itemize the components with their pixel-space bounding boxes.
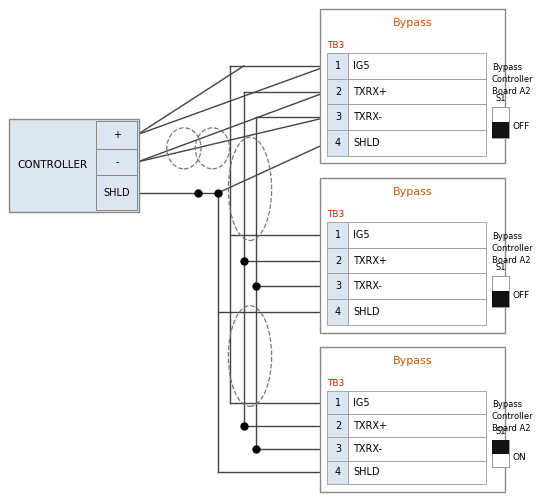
Text: 1: 1 xyxy=(335,398,341,408)
Bar xyxy=(328,299,348,325)
Text: 2: 2 xyxy=(335,255,341,265)
Text: TB3: TB3 xyxy=(328,210,345,219)
Text: SHLD: SHLD xyxy=(103,188,130,198)
Bar xyxy=(328,130,348,156)
Bar xyxy=(348,79,486,104)
Text: TXRX-: TXRX- xyxy=(353,281,382,291)
Text: 3: 3 xyxy=(335,444,341,454)
Bar xyxy=(328,53,348,79)
Text: 2: 2 xyxy=(335,421,341,431)
Bar xyxy=(96,175,137,210)
Bar xyxy=(348,104,486,130)
Text: ON: ON xyxy=(513,453,527,462)
Text: TB3: TB3 xyxy=(328,379,345,388)
Text: IG5: IG5 xyxy=(353,398,370,408)
Text: CONTROLLER: CONTROLLER xyxy=(18,161,88,170)
Bar xyxy=(320,347,505,492)
Bar xyxy=(328,414,348,437)
Bar xyxy=(492,276,509,307)
Text: TXRX+: TXRX+ xyxy=(353,421,387,431)
Bar xyxy=(328,461,348,484)
Bar xyxy=(492,291,509,307)
Bar xyxy=(320,9,505,164)
Text: IG5: IG5 xyxy=(353,61,370,71)
Text: S1: S1 xyxy=(495,263,506,272)
Bar xyxy=(9,119,139,212)
Bar xyxy=(96,121,137,149)
Text: 1: 1 xyxy=(335,230,341,240)
Bar xyxy=(348,130,486,156)
Bar xyxy=(328,273,348,299)
Bar xyxy=(320,178,505,332)
Bar xyxy=(348,414,486,437)
Bar xyxy=(328,79,348,104)
Bar xyxy=(348,461,486,484)
Bar xyxy=(328,437,348,461)
Bar xyxy=(348,248,486,273)
Text: TXRX+: TXRX+ xyxy=(353,255,387,265)
Bar xyxy=(348,437,486,461)
Bar xyxy=(348,222,486,248)
Text: OFF: OFF xyxy=(513,122,530,131)
Text: Bypass: Bypass xyxy=(393,18,432,28)
Text: 3: 3 xyxy=(335,281,341,291)
Text: SHLD: SHLD xyxy=(353,467,380,477)
Text: 2: 2 xyxy=(335,86,341,96)
Text: IG5: IG5 xyxy=(353,230,370,240)
Text: -: - xyxy=(115,157,119,167)
Text: 4: 4 xyxy=(335,138,341,148)
Text: S1: S1 xyxy=(495,94,506,103)
Text: 4: 4 xyxy=(335,307,341,317)
Text: Bypass
Controller
Board A2: Bypass Controller Board A2 xyxy=(492,233,534,265)
Text: Bypass
Controller
Board A2: Bypass Controller Board A2 xyxy=(492,401,534,433)
Text: 1: 1 xyxy=(335,61,341,71)
Bar xyxy=(492,107,509,138)
Bar xyxy=(96,149,137,175)
Text: SHLD: SHLD xyxy=(353,138,380,148)
Text: S1: S1 xyxy=(495,427,506,436)
Bar xyxy=(328,222,348,248)
Bar xyxy=(328,104,348,130)
Bar xyxy=(492,440,509,454)
Bar xyxy=(348,53,486,79)
Text: TXRX-: TXRX- xyxy=(353,444,382,454)
Bar xyxy=(492,122,509,138)
Text: 3: 3 xyxy=(335,112,341,122)
Text: SHLD: SHLD xyxy=(353,307,380,317)
Bar xyxy=(348,273,486,299)
Bar xyxy=(492,440,509,468)
Bar xyxy=(348,391,486,414)
Text: 4: 4 xyxy=(335,467,341,477)
Bar xyxy=(348,299,486,325)
Text: TB3: TB3 xyxy=(328,41,345,50)
Text: TXRX-: TXRX- xyxy=(353,112,382,122)
Text: +: + xyxy=(113,130,121,140)
Text: Bypass: Bypass xyxy=(393,356,432,366)
Text: OFF: OFF xyxy=(513,291,530,300)
Text: TXRX+: TXRX+ xyxy=(353,86,387,96)
Text: Bypass
Controller
Board A2: Bypass Controller Board A2 xyxy=(492,63,534,96)
Text: Bypass: Bypass xyxy=(393,187,432,197)
Bar xyxy=(328,248,348,273)
Bar xyxy=(328,391,348,414)
